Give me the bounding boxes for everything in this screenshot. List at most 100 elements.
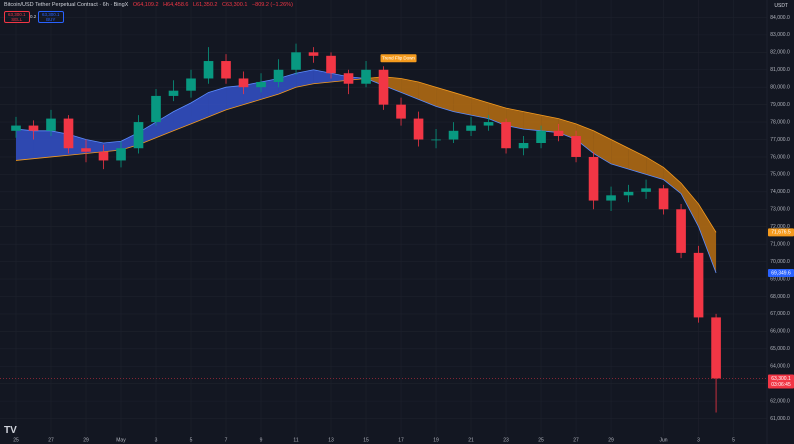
x-tick-label: 19 bbox=[433, 437, 439, 443]
band-fill bbox=[296, 69, 314, 88]
x-tick-label: May bbox=[116, 437, 126, 443]
band-fill bbox=[191, 92, 209, 124]
x-tick-label: 9 bbox=[260, 437, 263, 443]
y-tick-label: 61,000.0 bbox=[770, 416, 790, 422]
x-tick-label: 29 bbox=[83, 437, 89, 443]
candle-body bbox=[46, 118, 56, 131]
band-fill bbox=[698, 204, 717, 273]
y-tick-label: 75,000.0 bbox=[770, 172, 790, 178]
y-tick-label: 78,000.0 bbox=[770, 119, 790, 125]
y-tick-label: 77,000.0 bbox=[770, 137, 790, 143]
y-tick-label: 70,000.0 bbox=[770, 259, 790, 265]
candle-body bbox=[343, 73, 354, 84]
band-fill bbox=[558, 118, 577, 140]
candle-body bbox=[536, 130, 546, 144]
band-fill bbox=[576, 123, 594, 154]
y-tick-label: 72,000.0 bbox=[770, 224, 790, 230]
band-fill bbox=[208, 87, 227, 117]
y-tick-label: 64,000.0 bbox=[770, 364, 790, 370]
x-tick-label: 5 bbox=[732, 437, 735, 443]
annotation: Trend Flip Down bbox=[382, 55, 415, 60]
y-tick-label: 71,000.0 bbox=[770, 241, 790, 247]
band-fill bbox=[611, 139, 629, 170]
ohlc-low: L61,350.2 bbox=[193, 2, 218, 8]
band-fill bbox=[681, 183, 699, 227]
candle-body bbox=[483, 122, 494, 126]
candle-body bbox=[203, 61, 214, 79]
band-fill bbox=[488, 102, 507, 126]
annotation-box bbox=[380, 54, 417, 63]
x-tick-label: 5 bbox=[190, 437, 193, 443]
ohlc-open: O64,109.2 bbox=[132, 2, 159, 8]
fast-tag bbox=[768, 268, 794, 277]
candle-body bbox=[676, 209, 686, 253]
last-price-label: 63,300.1 bbox=[771, 376, 791, 382]
fast-label: 69,349.6 bbox=[771, 270, 791, 276]
y-tick-label: 83,000.0 bbox=[770, 32, 790, 38]
y-tick-label: 74,000.0 bbox=[770, 189, 790, 195]
sell-price: 63,300.1 bbox=[8, 12, 26, 17]
candle-body bbox=[518, 143, 529, 149]
candle-body bbox=[711, 317, 721, 379]
candle-body bbox=[641, 188, 651, 192]
spread: 0.2 bbox=[30, 14, 37, 19]
candle-body bbox=[571, 136, 581, 157]
logo: TV bbox=[4, 425, 17, 436]
candle-body bbox=[501, 122, 511, 149]
candle-body bbox=[116, 148, 126, 161]
x-tick-label: 25 bbox=[13, 437, 19, 443]
band-fill bbox=[663, 167, 682, 194]
candle-body bbox=[81, 148, 91, 152]
currency[interactable]: USDT bbox=[774, 3, 788, 9]
candle-body bbox=[11, 125, 21, 131]
last-price-timer: 03:06:45 bbox=[771, 382, 791, 388]
band-fill bbox=[226, 85, 244, 110]
band-fill bbox=[453, 92, 472, 116]
ohlc-high: H64,458.6 bbox=[163, 2, 189, 8]
candle-body bbox=[658, 188, 669, 210]
candle-body bbox=[361, 69, 371, 84]
band-fill bbox=[471, 97, 489, 119]
band-fill bbox=[15, 129, 34, 161]
y-tick-label: 84,000.0 bbox=[770, 15, 790, 21]
last-price-tag bbox=[768, 374, 794, 389]
sell-button[interactable]: 63,300.1 SELL bbox=[4, 11, 30, 23]
band-fill bbox=[156, 111, 174, 138]
band-fill bbox=[541, 115, 559, 133]
ohlc-change: −809.2 (−1.26%) bbox=[251, 2, 293, 8]
x-tick-label: 23 bbox=[503, 437, 509, 443]
band-fill bbox=[243, 81, 262, 105]
candle-body bbox=[466, 125, 476, 131]
x-tick-label: 21 bbox=[468, 437, 474, 443]
sell-label: SELL bbox=[11, 17, 23, 22]
x-tick-label: 3 bbox=[697, 437, 700, 443]
x-tick-label: 17 bbox=[398, 437, 404, 443]
candle-body bbox=[588, 156, 599, 201]
legend-header: Bitcoin/USD Tether Perpetual Contract · … bbox=[4, 2, 296, 8]
ohlc-close: C63,300.1 bbox=[222, 2, 248, 8]
y-tick-label: 82,000.0 bbox=[770, 50, 790, 56]
x-tick-label: 7 bbox=[225, 437, 228, 443]
band-fill bbox=[523, 111, 542, 131]
band-fill bbox=[33, 130, 52, 159]
y-tick-label: 80,000.0 bbox=[770, 85, 790, 91]
candle-body bbox=[133, 122, 144, 149]
x-tick-label: 27 bbox=[573, 437, 579, 443]
y-tick-label: 68,000.0 bbox=[770, 294, 790, 300]
candle-body bbox=[553, 130, 564, 137]
band-fill bbox=[646, 156, 664, 180]
y-tick-label: 62,000.0 bbox=[770, 398, 790, 404]
y-tick-label: 65,000.0 bbox=[770, 346, 790, 352]
y-tick-label: 76,000.0 bbox=[770, 154, 790, 160]
slow-tag bbox=[768, 228, 794, 237]
symbol[interactable]: Bitcoin/USD Tether Perpetual Contract · … bbox=[4, 2, 129, 8]
x-tick-label: 3 bbox=[155, 437, 158, 443]
buy-button[interactable]: 63,300.1 BUY bbox=[38, 11, 64, 23]
slow-label: 71,676.5 bbox=[771, 230, 791, 236]
candle-body bbox=[151, 95, 161, 123]
candle-body bbox=[623, 191, 634, 196]
y-tick-label: 67,000.0 bbox=[770, 311, 790, 317]
candle-body bbox=[168, 90, 179, 96]
